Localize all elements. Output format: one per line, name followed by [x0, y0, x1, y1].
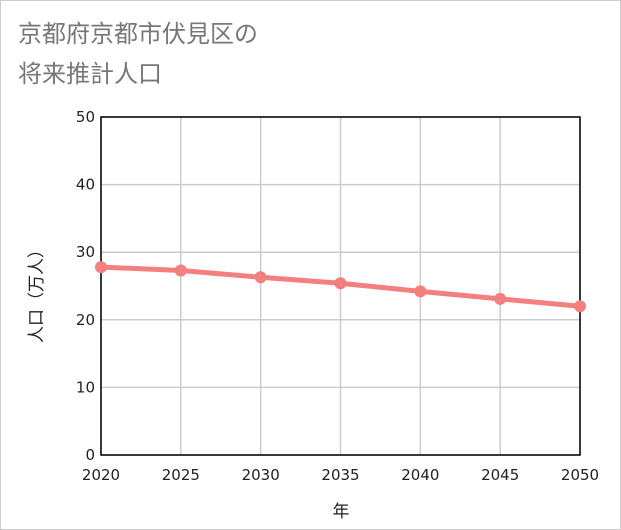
data-point[interactable] [334, 277, 347, 290]
y-tick-label: 0 [85, 446, 95, 464]
y-tick-label: 40 [76, 176, 95, 194]
x-axis-ticks: 2020 2025 2030 2035 2040 2045 2050 [82, 466, 599, 484]
chart-title-line1: 京都府京都市伏見区の [18, 20, 258, 48]
y-tick-label: 20 [76, 311, 95, 329]
y-tick-label: 10 [76, 378, 95, 396]
chart-title-line2: 将来推計人口 [18, 60, 162, 88]
data-point[interactable] [494, 292, 507, 305]
x-tick-label: 2050 [561, 466, 599, 484]
y-axis-label: 人口（万人） [27, 241, 47, 343]
y-tick-label: 50 [76, 108, 95, 126]
data-point[interactable] [414, 285, 427, 298]
x-tick-label: 2025 [162, 466, 200, 484]
series-layer [95, 261, 586, 313]
chart-title: 京都府京都市伏見区の 将来推計人口 [18, 14, 258, 94]
x-tick-label: 2030 [242, 466, 280, 484]
x-tick-label: 2020 [82, 466, 120, 484]
x-tick-label: 2040 [401, 466, 439, 484]
y-axis-ticks: 0 10 20 30 40 50 [76, 108, 95, 464]
data-point[interactable] [95, 261, 107, 274]
data-point[interactable] [254, 271, 267, 284]
x-axis-label: 年 [333, 502, 350, 522]
data-point[interactable] [574, 300, 586, 313]
data-point[interactable] [174, 264, 187, 277]
x-tick-label: 2035 [321, 466, 359, 484]
y-tick-label: 30 [76, 243, 95, 261]
plot-border [100, 116, 581, 456]
x-tick-label: 2045 [481, 466, 519, 484]
